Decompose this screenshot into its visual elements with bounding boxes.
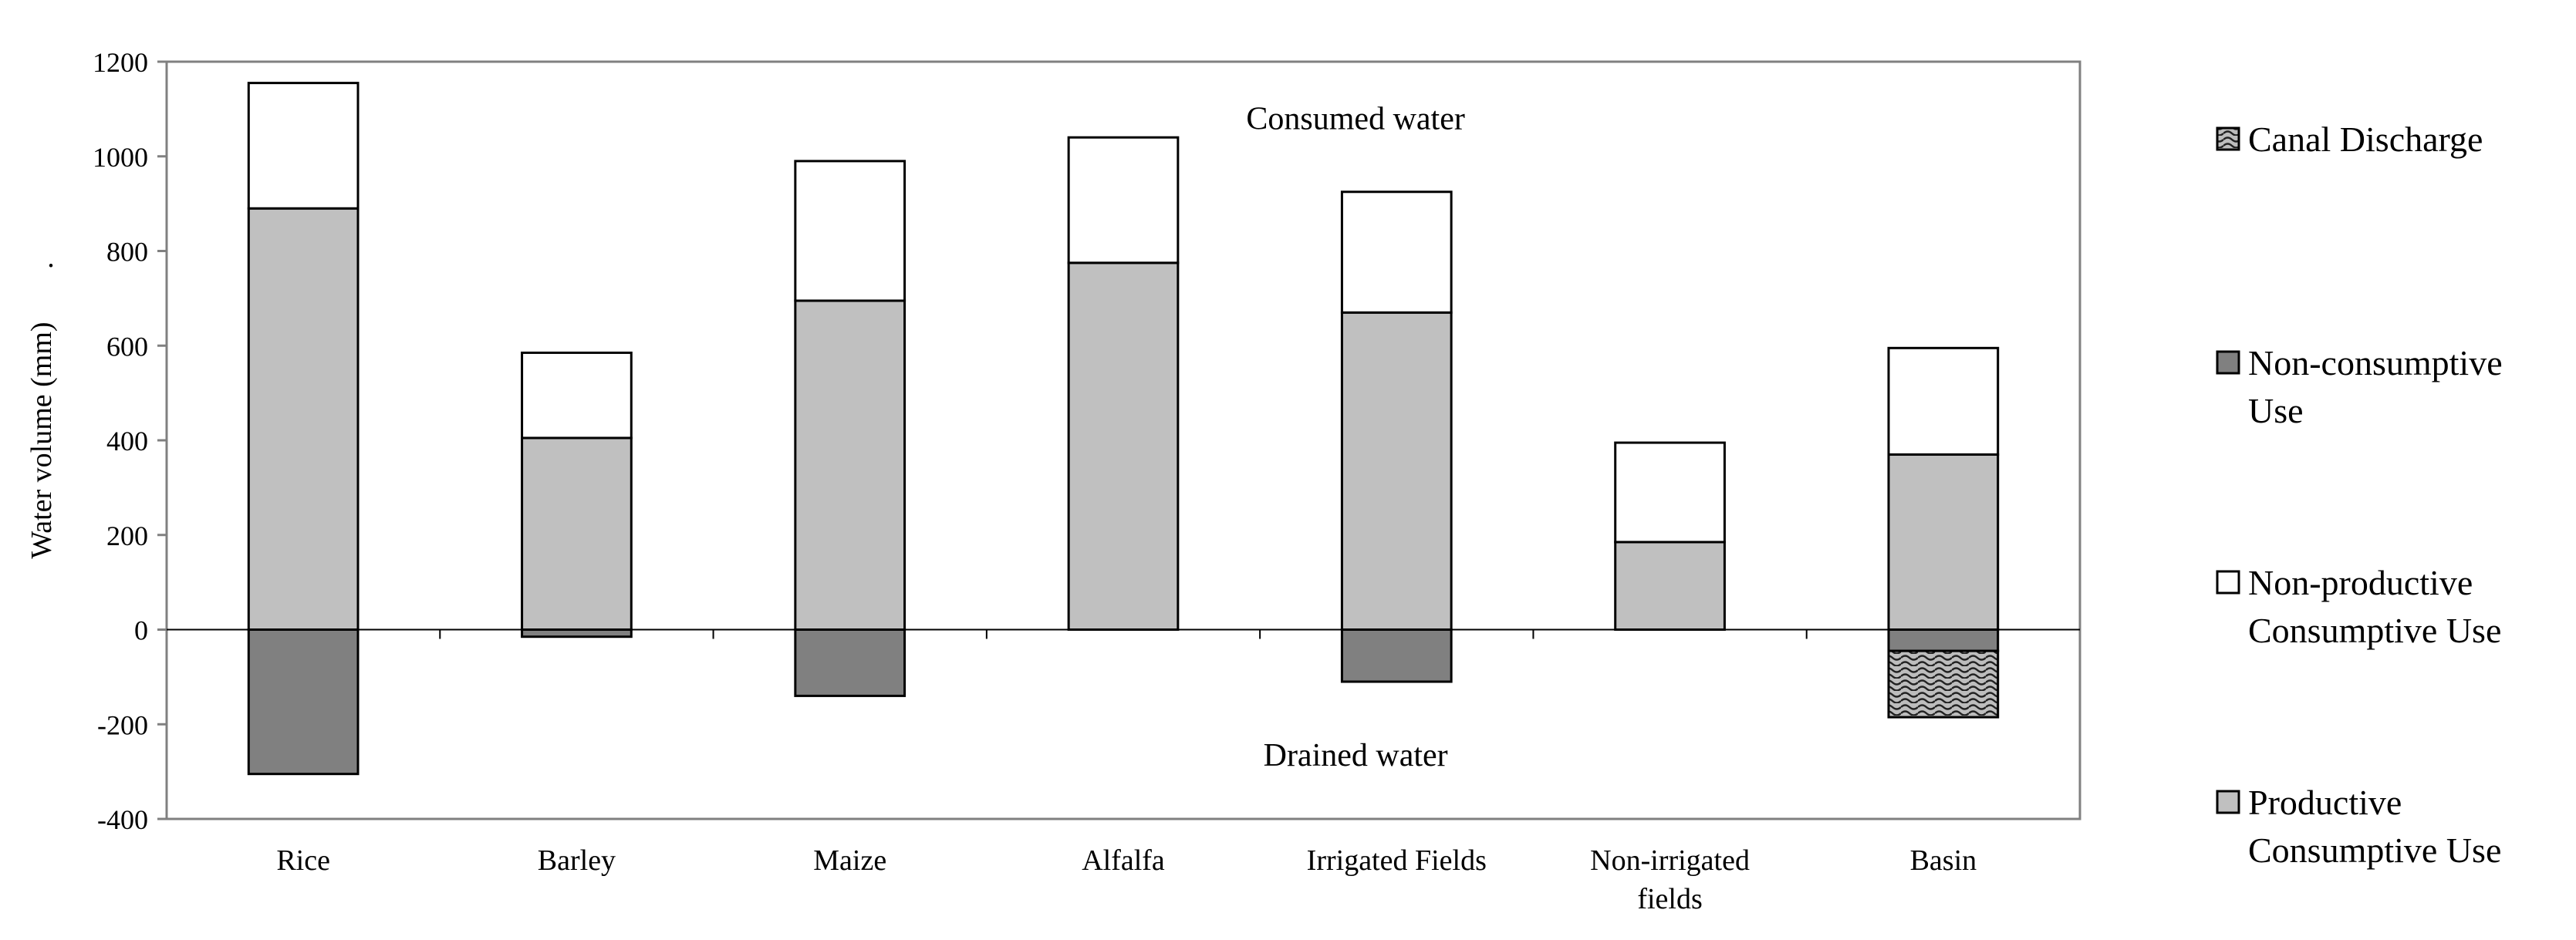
x-tick-label-alfalfa: Alfalfa xyxy=(1082,844,1165,877)
x-tick-label-rice: Rice xyxy=(276,844,330,877)
y-tick-label: 800 xyxy=(106,237,148,268)
y-tick-label: 600 xyxy=(106,331,148,362)
legend: Canal Discharge Non-consumptive Use Non-pro… xyxy=(2216,120,2503,870)
bar-barley-non-consumptive-use xyxy=(521,628,633,638)
legend-label: Productive Consumptive Use xyxy=(2248,783,2501,870)
y-axis-title-dot: . xyxy=(47,241,55,274)
annotation-drained-water: Drained water xyxy=(1264,738,1448,773)
legend-item-non-consumptive-use: Non-consumptive Use xyxy=(2216,343,2503,430)
legend-item-canal-discharge: Canal Discharge xyxy=(2216,120,2483,159)
bar-rice-non-productive-consumptive-use xyxy=(247,82,360,210)
legend-swatch xyxy=(2216,350,2240,375)
bars-group xyxy=(247,82,2000,776)
bar-rice-productive-consumptive-use xyxy=(247,207,360,631)
legend-swatch xyxy=(2216,570,2240,595)
x-tick-label-barley: Barley xyxy=(538,844,616,877)
legend-label: Non-productive Consumptive Use xyxy=(2248,563,2501,650)
y-tick-label: -200 xyxy=(97,709,148,740)
x-tick-label-basin: Basin xyxy=(1910,844,1977,877)
legend-swatch xyxy=(2216,126,2240,151)
bar-basin-non-productive-consumptive-use xyxy=(1887,346,2000,456)
bar-maize-productive-consumptive-use xyxy=(794,299,906,631)
bar-maize-non-consumptive-use xyxy=(794,628,906,697)
y-tick-label: -400 xyxy=(97,804,148,835)
bar-barley-productive-consumptive-use xyxy=(521,436,633,632)
bar-maize-non-productive-consumptive-use xyxy=(794,160,906,302)
y-tick-label: 0 xyxy=(134,615,148,646)
legend-item-productive-consumptive-use: Productive Consumptive Use xyxy=(2216,783,2501,870)
bar-non-irrigated-fields-productive-consumptive-use xyxy=(1614,541,1726,631)
y-tick-label: 1200 xyxy=(93,47,148,78)
bar-irrigated-fields-non-productive-consumptive-use xyxy=(1340,190,1453,314)
annotations: Consumed water Drained water xyxy=(1246,102,1464,773)
x-tick-label-maize: Maize xyxy=(813,844,886,877)
bar-basin-productive-consumptive-use xyxy=(1887,453,2000,631)
y-tick-label: 400 xyxy=(106,426,148,457)
bar-basin-non-consumptive-use xyxy=(1887,628,2000,652)
y-tick-label: 200 xyxy=(106,521,148,551)
annotation-consumed-water: Consumed water xyxy=(1246,102,1464,137)
x-tick-label-non-irrigated-fields: Non-irrigated fields xyxy=(1590,844,1750,915)
y-axis: -400 -200 0 200 400 600 800 1000 1200 xyxy=(93,47,167,835)
legend-label: Non-consumptive Use xyxy=(2248,343,2503,430)
x-tick-label-irrigated-fields: Irrigated Fields xyxy=(1307,844,1487,877)
bar-irrigated-fields-productive-consumptive-use xyxy=(1340,311,1453,631)
bar-rice-non-consumptive-use xyxy=(247,628,360,776)
legend-label: Canal Discharge xyxy=(2248,120,2483,159)
legend-item-non-productive-consumptive-use: Non-productive Consumptive Use xyxy=(2216,563,2501,650)
legend-swatch xyxy=(2216,790,2240,814)
bar-irrigated-fields-non-consumptive-use xyxy=(1340,628,1453,683)
bar-non-irrigated-fields-non-productive-consumptive-use xyxy=(1614,441,1726,544)
bar-alfalfa-productive-consumptive-use xyxy=(1067,261,1180,631)
bar-alfalfa-non-productive-consumptive-use xyxy=(1067,136,1180,264)
x-axis: Rice Barley Maize Alfalfa Irrigated Fields No… xyxy=(167,628,2080,915)
bar-barley-non-productive-consumptive-use xyxy=(521,351,633,440)
y-tick-label: 1000 xyxy=(93,142,148,173)
bar-basin-canal-discharge xyxy=(1887,649,2000,719)
y-axis-title: Water volume (mm) xyxy=(25,322,58,558)
